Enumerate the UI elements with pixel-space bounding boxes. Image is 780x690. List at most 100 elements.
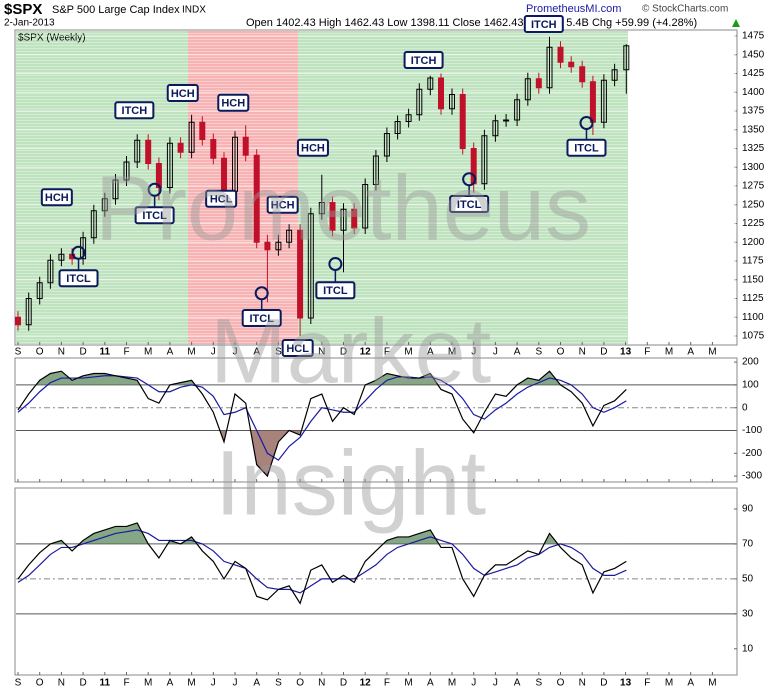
x-tick-label: S (15, 347, 22, 358)
candle-body (438, 77, 445, 110)
x-tick-label: N (318, 347, 325, 358)
indicator-line (17, 370, 627, 478)
x-tick-label: D (79, 347, 86, 358)
y-tick-label: -300 (742, 471, 762, 482)
x-tick-label: N (318, 678, 325, 689)
candle-body (405, 114, 412, 122)
candle-body (166, 142, 173, 188)
cci-panel (14, 357, 738, 483)
annotation-box (523, 15, 564, 33)
annotation-circle (71, 245, 86, 260)
x-tick-label: M (708, 347, 716, 358)
x-tick-label: J (493, 678, 498, 689)
candle-body (112, 179, 119, 200)
y-tick-label: 1075 (742, 331, 765, 342)
y-tick-label: 90 (742, 504, 754, 515)
candle-body (372, 155, 379, 185)
candle-body (101, 198, 108, 212)
annotation-box (134, 206, 175, 225)
y-tick-label: 0 (742, 402, 748, 413)
y-tick-label: 200 (742, 357, 759, 368)
candle-body (449, 94, 455, 110)
y-tick-label: 30 (742, 608, 754, 619)
x-tick-label: M (448, 347, 456, 358)
x-tick-label: 11 (100, 678, 111, 689)
annotation-box (166, 84, 199, 102)
x-tick-label: N (579, 347, 586, 358)
x-tick-label: J (211, 347, 216, 358)
quote: Open 1402.43 High 1462.43 Low 1398.11 Cl… (246, 17, 697, 29)
annotation-label: HCL (210, 194, 233, 206)
index-name: S&P 500 Large Cap Index (52, 4, 180, 16)
annotation-box (266, 195, 299, 214)
x-tick-label: M (665, 678, 673, 689)
candle-body (90, 210, 97, 239)
candle-body (155, 163, 162, 188)
y-tick-label: 1250 (742, 199, 765, 210)
y-tick-label: 1150 (742, 274, 764, 285)
annotation-box (58, 269, 99, 288)
x-tick-label: S (15, 678, 22, 689)
candle-body (307, 213, 314, 319)
band-fill (18, 522, 627, 544)
x-tick-label: J (233, 347, 238, 358)
annotation-box (449, 195, 490, 213)
x-tick-label: A (427, 347, 434, 358)
candle-body (351, 208, 358, 229)
annotation-circle (254, 286, 269, 301)
indicator-line (17, 529, 627, 594)
annotation-label: HCH (301, 143, 325, 155)
candle-body (80, 237, 87, 260)
watermark: Insight (215, 432, 486, 534)
x-tick-label: A (687, 347, 694, 358)
candle-body (524, 78, 531, 101)
x-tick-label: D (340, 678, 347, 689)
candle-body (427, 77, 434, 90)
candle-body (177, 142, 184, 153)
annotation-label: ITCH (122, 105, 148, 117)
band-fill (18, 371, 627, 385)
x-tick-label: M (665, 347, 673, 358)
candle-body (297, 229, 304, 319)
y-tick-label: 1350 (742, 124, 765, 135)
annotation-box (296, 138, 329, 157)
y-tick-label: 1450 (742, 49, 765, 60)
x-tick-label: O (557, 347, 565, 358)
candle-body (557, 46, 564, 63)
y-tick-label: 1400 (742, 87, 765, 98)
annotation-label: ITCL (66, 273, 91, 285)
x-tick-label: O (296, 678, 304, 689)
x-tick-label: J (493, 347, 498, 358)
x-tick-label: 11 (100, 347, 111, 358)
candle-body (623, 45, 630, 71)
x-tick-label: F (644, 347, 650, 358)
x-tick-label: M (144, 678, 152, 689)
candle-body (15, 316, 21, 326)
annotation-circle (579, 116, 594, 130)
candle-body (25, 298, 32, 326)
annotation-box (205, 189, 238, 208)
candle-body (58, 253, 65, 261)
y-tick-label: 1125 (742, 293, 764, 304)
candle-body (123, 161, 130, 181)
x-tick-label: O (557, 678, 565, 689)
annotation-box (315, 281, 356, 300)
credit: © StockCharts.com (642, 4, 728, 15)
x-tick-label: O (36, 347, 44, 358)
x-tick-label: S (275, 678, 282, 689)
y-tick-label: 1100 (742, 312, 764, 323)
candle-body (503, 119, 510, 122)
x-tick-label: M (404, 678, 412, 689)
x-tick-label: A (167, 678, 174, 689)
candle-body (383, 133, 390, 157)
x-tick-label: J (211, 678, 216, 689)
candle-body (318, 202, 325, 215)
candle-body (589, 81, 596, 123)
x-tick-label: A (253, 347, 260, 358)
symbol: $SPX (4, 1, 42, 18)
x-tick-label: A (253, 678, 260, 689)
x-tick-label: M (187, 678, 195, 689)
annotation-label: ITCH (531, 19, 557, 31)
candle-body (275, 241, 282, 251)
